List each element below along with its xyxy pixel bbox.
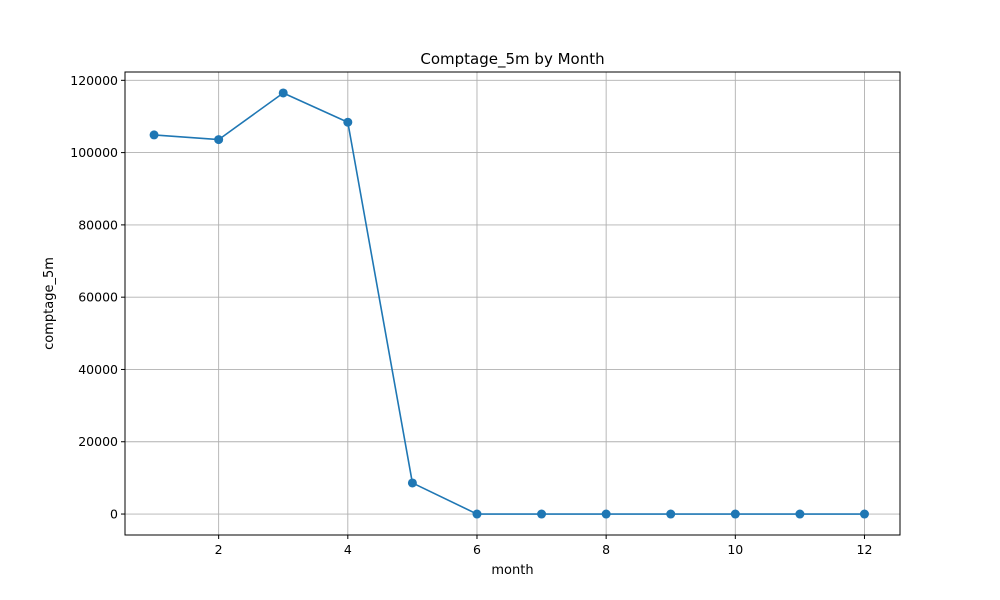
data-point bbox=[278, 88, 288, 98]
y-tick-label: 60000 bbox=[78, 290, 118, 305]
data-point bbox=[537, 509, 547, 519]
data-point bbox=[343, 117, 353, 127]
grid-lines bbox=[125, 72, 900, 535]
x-axis-label: month bbox=[491, 563, 533, 578]
data-point bbox=[859, 509, 869, 519]
data-point bbox=[730, 509, 740, 519]
data-point bbox=[149, 130, 159, 140]
data-point bbox=[472, 509, 482, 519]
x-tick-label: 10 bbox=[727, 542, 743, 557]
axis-ticks: 2 4 6 8 10 12 0 20000 40000 60000 80000 100000 12000… bbox=[70, 73, 872, 557]
x-tick-label: 2 bbox=[215, 542, 223, 557]
data-point bbox=[666, 509, 676, 519]
series-layer bbox=[149, 88, 869, 519]
y-tick-label: 0 bbox=[110, 507, 118, 522]
x-tick-label: 6 bbox=[473, 542, 481, 557]
series-line bbox=[154, 92, 865, 515]
data-point bbox=[407, 478, 417, 488]
x-tick-label: 12 bbox=[857, 542, 873, 557]
data-point bbox=[214, 135, 224, 145]
y-tick-label: 40000 bbox=[78, 362, 118, 377]
y-tick-label: 20000 bbox=[78, 434, 118, 449]
chart-title: Comptage_5m by Month bbox=[420, 50, 604, 69]
y-axis-label: comptage_5m bbox=[42, 257, 57, 350]
x-tick-label: 4 bbox=[344, 542, 352, 557]
y-tick-label: 80000 bbox=[78, 217, 118, 232]
y-tick-label: 120000 bbox=[70, 73, 118, 88]
y-tick-label: 100000 bbox=[70, 145, 118, 160]
data-point bbox=[795, 509, 805, 519]
plot-frame bbox=[124, 71, 901, 536]
x-tick-label: 8 bbox=[602, 542, 610, 557]
data-point bbox=[601, 509, 611, 519]
